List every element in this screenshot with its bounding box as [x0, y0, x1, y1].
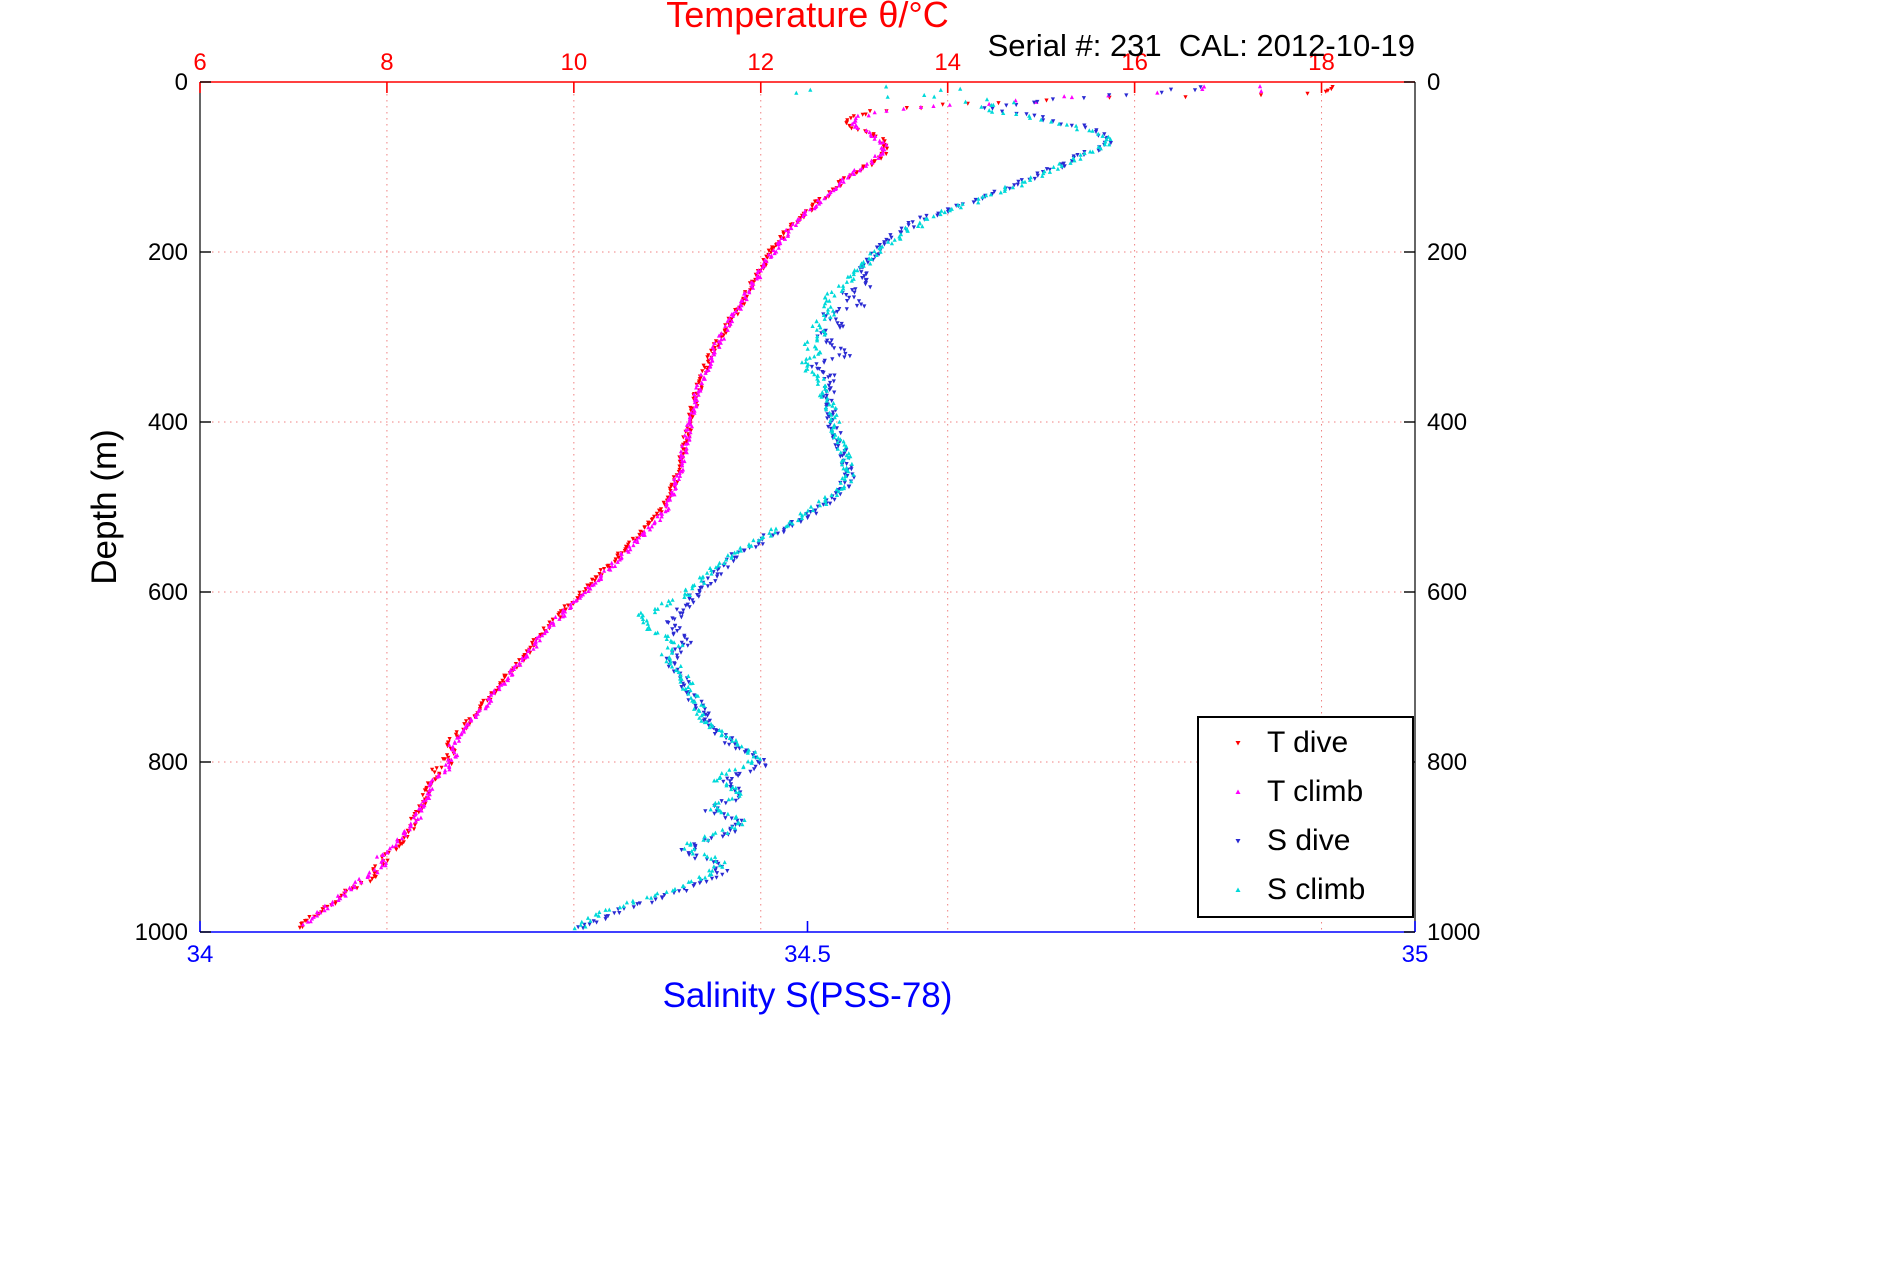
serial-cal-annotation: Serial #: 231 CAL: 2012-10-19: [987, 28, 1415, 63]
legend-label: T climb: [1267, 774, 1364, 808]
temperature-tick-label: 12: [747, 49, 774, 76]
depth-tick-label-left: 200: [148, 239, 188, 266]
temperature-tick-label: 18: [1308, 49, 1335, 76]
salinity-tick-label: 34.5: [784, 941, 831, 968]
legend-marker-glyph: [1235, 740, 1241, 745]
salinity-tick-label: 34: [187, 941, 214, 968]
depth-tick-label-right: 400: [1427, 409, 1467, 436]
legend-marker-glyph: [1235, 838, 1241, 843]
legend-marker-glyph: [1235, 887, 1241, 892]
depth-tick-label-right: 200: [1427, 239, 1467, 266]
temperature-tick-label: 14: [934, 49, 961, 76]
legend: T dive T climb S dive S climb: [1197, 716, 1414, 918]
legend-marker-icon: [1235, 740, 1241, 745]
series-s-dive-points: [576, 85, 1203, 931]
legend-label: S dive: [1267, 823, 1351, 857]
depth-tick-label-right: 800: [1427, 749, 1467, 776]
legend-marker-icon: [1235, 789, 1241, 794]
depth-tick-label-left: 1000: [135, 919, 188, 946]
series-t-dive-points: [297, 85, 1335, 930]
series-t-climb-points: [300, 84, 1264, 927]
temperature-tick-label: 16: [1121, 49, 1148, 76]
depth-tick-label-left: 0: [175, 69, 188, 96]
depth-tick-label-right: 0: [1427, 69, 1440, 96]
legend-item-t-climb: T climb: [1199, 767, 1412, 816]
legend-item-t-dive: T dive: [1199, 718, 1412, 767]
x-axis-label-salinity: Salinity S(PSS-78): [662, 976, 953, 1015]
legend-marker-icon: [1235, 887, 1241, 892]
temperature-tick-label: 10: [560, 49, 587, 76]
series-s-climb-points: [572, 84, 1113, 931]
legend-label: T dive: [1267, 725, 1349, 759]
chart-title: Temperature θ/°C: [666, 0, 949, 35]
legend-item-s-climb: S climb: [1199, 865, 1412, 914]
temperature-tick-label: 8: [380, 49, 393, 76]
y-axis-label-depth: Depth (m): [85, 429, 124, 585]
legend-item-s-dive: S dive: [1199, 816, 1412, 865]
legend-marker-icon: [1235, 838, 1241, 843]
depth-tick-label-left: 800: [148, 749, 188, 776]
temperature-tick-label: 6: [193, 49, 206, 76]
legend-label: S climb: [1267, 872, 1366, 906]
depth-tick-label-right: 1000: [1427, 919, 1480, 946]
legend-marker-glyph: [1235, 789, 1241, 794]
salinity-tick-label: 35: [1402, 941, 1429, 968]
depth-tick-label-left: 400: [148, 409, 188, 436]
depth-tick-label-left: 600: [148, 579, 188, 606]
depth-tick-label-right: 600: [1427, 579, 1467, 606]
